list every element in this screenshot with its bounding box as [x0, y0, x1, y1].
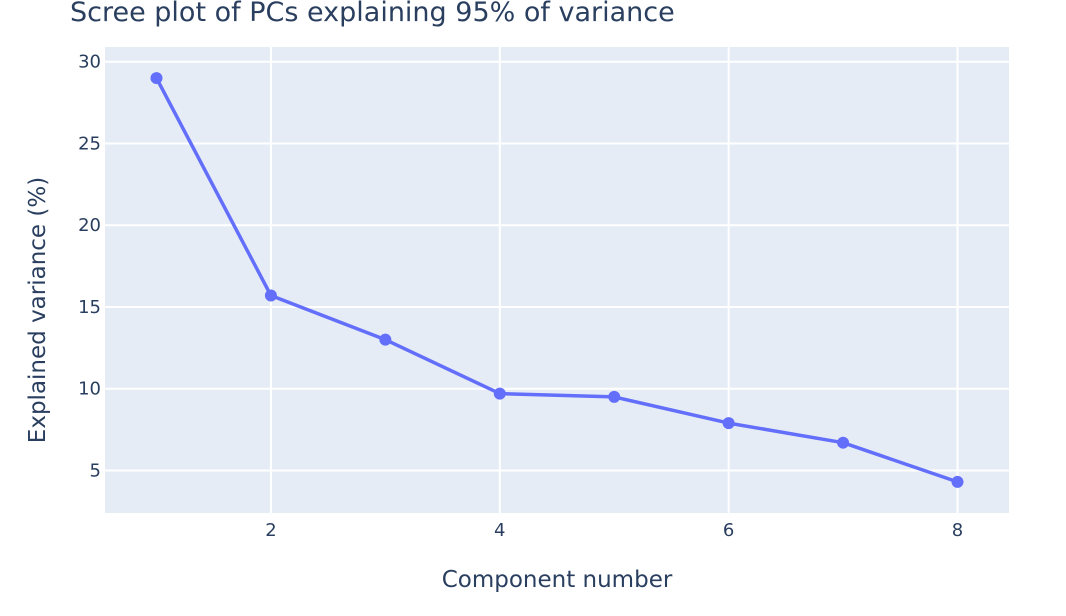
x-tick-label: 2 [265, 520, 276, 541]
data-point [264, 289, 277, 302]
tick-labels: 2 4 6 8 5 10 15 20 25 30 [78, 52, 963, 541]
x-tick-label: 8 [952, 520, 963, 541]
data-point [379, 333, 392, 346]
y-tick-label: 20 [78, 215, 101, 236]
x-axis-title: Component number [442, 567, 673, 593]
series-line [154, 77, 959, 484]
chart-title: Scree plot of PCs explaining 95% of vari… [70, 0, 675, 28]
y-tick-label: 15 [78, 297, 101, 318]
data-point [150, 72, 163, 85]
data-point [493, 387, 506, 400]
x-tick-label: 6 [723, 520, 734, 541]
plot-area [105, 47, 1009, 513]
y-tick-label: 10 [78, 379, 101, 400]
y-tick-label: 30 [78, 52, 101, 73]
data-point [951, 475, 964, 488]
y-axis-title: Explained variance (%) [25, 177, 51, 443]
y-tick-label: 5 [90, 460, 101, 481]
data-point [608, 390, 621, 403]
y-tick-label: 25 [78, 133, 101, 154]
data-point [837, 436, 850, 449]
data-point [722, 417, 735, 430]
x-tick-label: 4 [494, 520, 505, 541]
gridlines [105, 47, 1009, 513]
series-layer [150, 72, 964, 488]
